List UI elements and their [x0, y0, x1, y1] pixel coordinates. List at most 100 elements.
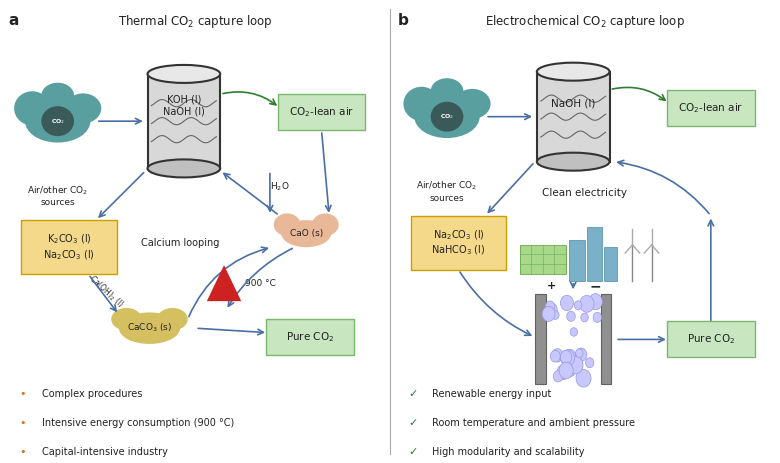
Text: CO$_2$: CO$_2$: [440, 112, 454, 121]
Text: Air/other CO$_2$
sources: Air/other CO$_2$ sources: [417, 180, 477, 203]
Text: Electrochemical CO$_2$ capture loop: Electrochemical CO$_2$ capture loop: [484, 13, 685, 30]
Circle shape: [557, 364, 569, 380]
Text: 900 °C: 900 °C: [245, 279, 276, 288]
Circle shape: [574, 301, 582, 310]
Text: b: b: [397, 13, 408, 28]
FancyBboxPatch shape: [587, 227, 602, 281]
Ellipse shape: [65, 94, 101, 123]
Ellipse shape: [25, 100, 90, 143]
Text: ✓: ✓: [409, 389, 418, 399]
FancyBboxPatch shape: [667, 321, 755, 357]
Text: Na$_2$CO$_3$ (l)
NaHCO$_3$ (l): Na$_2$CO$_3$ (l) NaHCO$_3$ (l): [431, 228, 486, 257]
Text: High modularity and scalability: High modularity and scalability: [431, 447, 584, 457]
FancyBboxPatch shape: [667, 90, 755, 125]
Ellipse shape: [147, 65, 220, 83]
Circle shape: [593, 313, 601, 322]
Circle shape: [542, 307, 555, 321]
FancyBboxPatch shape: [411, 216, 506, 269]
Ellipse shape: [431, 102, 463, 131]
Text: •: •: [20, 447, 26, 457]
Circle shape: [551, 311, 559, 319]
Ellipse shape: [119, 313, 180, 344]
Circle shape: [568, 356, 583, 374]
Circle shape: [575, 362, 582, 370]
Ellipse shape: [274, 213, 300, 236]
Text: Thermal CO$_2$ capture loop: Thermal CO$_2$ capture loop: [118, 13, 273, 30]
Text: Ca(OH)$_2$ (l): Ca(OH)$_2$ (l): [87, 273, 127, 311]
Text: CO$_2$-lean air: CO$_2$-lean air: [678, 101, 743, 114]
FancyBboxPatch shape: [601, 294, 612, 384]
Ellipse shape: [112, 308, 142, 331]
Ellipse shape: [282, 220, 331, 247]
FancyBboxPatch shape: [147, 74, 220, 169]
FancyBboxPatch shape: [278, 94, 366, 130]
Circle shape: [560, 350, 572, 364]
Circle shape: [567, 311, 576, 321]
Ellipse shape: [312, 213, 339, 236]
Ellipse shape: [431, 78, 463, 104]
Ellipse shape: [157, 308, 188, 331]
Text: a: a: [8, 13, 19, 28]
Circle shape: [564, 349, 576, 363]
Circle shape: [570, 328, 577, 336]
Circle shape: [589, 294, 602, 310]
Circle shape: [576, 369, 591, 387]
Polygon shape: [207, 265, 241, 301]
Circle shape: [565, 363, 576, 376]
Text: Pure CO$_2$: Pure CO$_2$: [286, 330, 334, 344]
Text: ✓: ✓: [409, 447, 418, 457]
Text: •: •: [20, 389, 26, 399]
FancyBboxPatch shape: [537, 72, 609, 162]
Ellipse shape: [14, 91, 51, 125]
Ellipse shape: [403, 87, 440, 121]
Ellipse shape: [41, 83, 74, 108]
FancyBboxPatch shape: [569, 240, 585, 281]
Text: NaOH (l): NaOH (l): [551, 98, 595, 108]
Circle shape: [561, 350, 575, 366]
Text: Air/other CO$_2$
sources: Air/other CO$_2$ sources: [27, 184, 88, 207]
Text: ✓: ✓: [409, 418, 418, 428]
FancyBboxPatch shape: [604, 247, 617, 281]
Text: Calcium looping: Calcium looping: [141, 238, 219, 248]
Circle shape: [560, 295, 573, 311]
Text: CO$_2$: CO$_2$: [51, 117, 65, 125]
Text: Capital-intensive industry: Capital-intensive industry: [42, 447, 168, 457]
Circle shape: [551, 349, 563, 362]
Text: K$_2$CO$_3$ (l)
Na$_2$CO$_3$ (l): K$_2$CO$_3$ (l) Na$_2$CO$_3$ (l): [43, 232, 95, 262]
Circle shape: [550, 350, 560, 362]
Ellipse shape: [147, 159, 220, 177]
Ellipse shape: [537, 63, 609, 81]
Circle shape: [576, 348, 587, 361]
Text: CaCO$_3$ (s): CaCO$_3$ (s): [127, 322, 172, 334]
Text: •: •: [20, 418, 26, 428]
FancyBboxPatch shape: [535, 294, 546, 384]
Circle shape: [576, 349, 583, 357]
Circle shape: [574, 363, 582, 372]
Ellipse shape: [41, 106, 74, 136]
Text: Clean electricity: Clean electricity: [542, 188, 627, 198]
Text: Pure CO$_2$: Pure CO$_2$: [686, 332, 735, 346]
Circle shape: [559, 362, 573, 379]
FancyBboxPatch shape: [21, 220, 117, 274]
Circle shape: [545, 301, 555, 312]
Circle shape: [553, 370, 563, 382]
Text: H$_2$O: H$_2$O: [270, 180, 289, 193]
Text: Intensive energy consumption (900 °C): Intensive energy consumption (900 °C): [42, 418, 235, 428]
Circle shape: [581, 313, 588, 322]
Ellipse shape: [414, 95, 480, 138]
Text: Complex procedures: Complex procedures: [42, 389, 143, 399]
FancyBboxPatch shape: [266, 319, 354, 355]
Text: CO$_2$-lean air: CO$_2$-lean air: [289, 105, 354, 119]
Circle shape: [586, 358, 594, 368]
Ellipse shape: [454, 89, 491, 119]
Text: +: +: [546, 282, 555, 291]
Text: −: −: [590, 279, 601, 294]
Ellipse shape: [537, 153, 609, 171]
Circle shape: [545, 303, 557, 317]
FancyBboxPatch shape: [519, 245, 566, 274]
Text: Renewable energy input: Renewable energy input: [431, 389, 551, 399]
Circle shape: [580, 295, 594, 313]
Text: Room temperature and ambient pressure: Room temperature and ambient pressure: [431, 418, 635, 428]
Text: KOH (l)
NaOH (l): KOH (l) NaOH (l): [163, 94, 205, 116]
Text: CaO (s): CaO (s): [289, 229, 323, 238]
